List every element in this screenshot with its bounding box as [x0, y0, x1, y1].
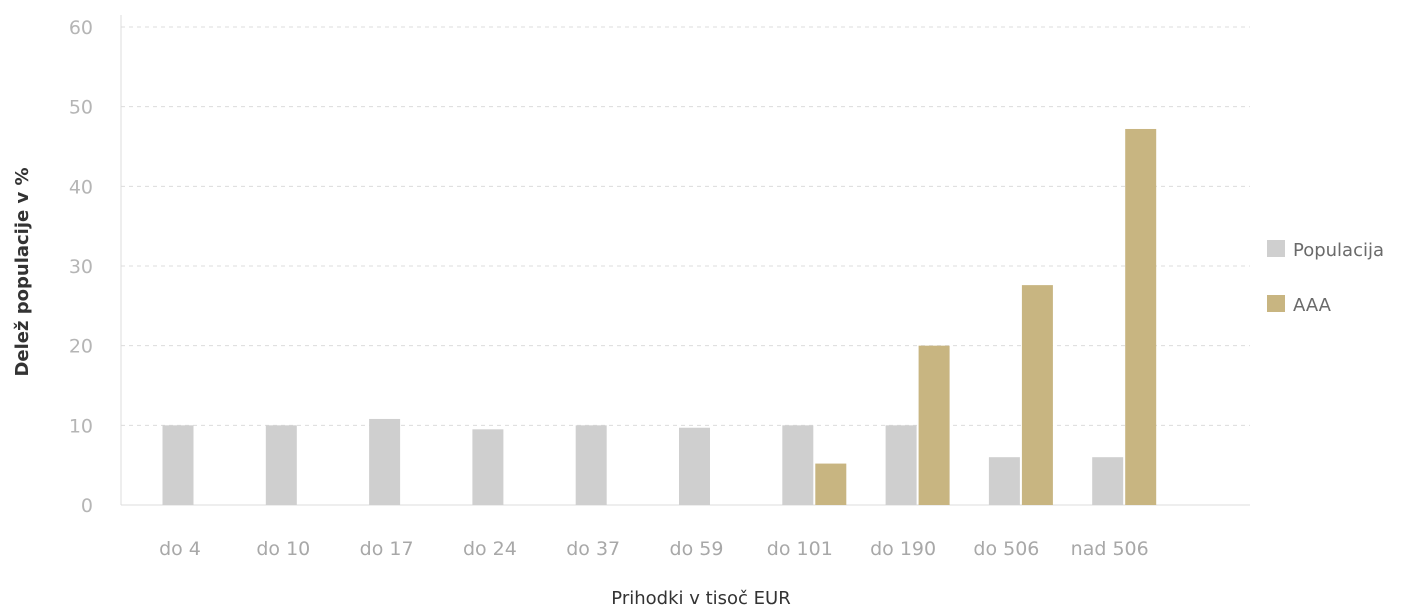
x-tick-label: do 59 [670, 538, 724, 560]
x-tick-label: do 24 [463, 538, 517, 560]
bar-populacija [369, 418, 401, 505]
y-axis-title: Delež populacije v % [12, 167, 33, 376]
x-tick-label: do 190 [870, 538, 936, 560]
gridlines [121, 26, 1250, 426]
legend: Populacija AAA [1267, 240, 1384, 316]
bar-populacija [782, 425, 814, 505]
legend-label-populacija: Populacija [1293, 240, 1384, 261]
bar-populacija [472, 429, 504, 505]
bar-populacija [988, 457, 1020, 505]
y-tick-label: 60 [69, 17, 93, 39]
x-tick-label: do 37 [566, 538, 620, 560]
y-tick-label: 20 [69, 336, 93, 358]
x-tick-label: nad 506 [1071, 538, 1149, 560]
bar-populacija [679, 427, 710, 505]
y-tick-label: 40 [69, 176, 93, 198]
y-tick-label: 0 [81, 495, 93, 517]
legend-swatch-populacija [1267, 240, 1285, 257]
bar-aaa [1021, 285, 1053, 505]
bar-aaa [1125, 128, 1157, 505]
x-tick-label: do 4 [159, 538, 201, 560]
bars [162, 128, 1157, 505]
x-tick-label: do 17 [360, 538, 414, 560]
tick-labels: 0 10 20 30 40 50 60 do 4 do 10 do 17 do 24 do 37 do … [69, 17, 1149, 560]
legend-label-aaa: AAA [1293, 295, 1332, 316]
x-tick-label: do 101 [767, 538, 833, 560]
bar-populacija [1092, 457, 1124, 505]
bar-populacija [575, 425, 607, 505]
bar-populacija [885, 425, 917, 505]
x-tick-label: do 506 [973, 538, 1039, 560]
bar-aaa [918, 345, 950, 505]
y-tick-label: 30 [69, 256, 93, 278]
x-axis-title: Prihodki v tisoč EUR [611, 588, 790, 609]
bar-populacija [162, 425, 194, 505]
bar-aaa [815, 463, 847, 505]
y-tick-label: 50 [69, 97, 93, 119]
x-tick-label: do 10 [256, 538, 310, 560]
legend-swatch-aaa [1267, 295, 1285, 312]
y-tick-label: 10 [69, 415, 93, 437]
bar-populacija [265, 425, 297, 505]
